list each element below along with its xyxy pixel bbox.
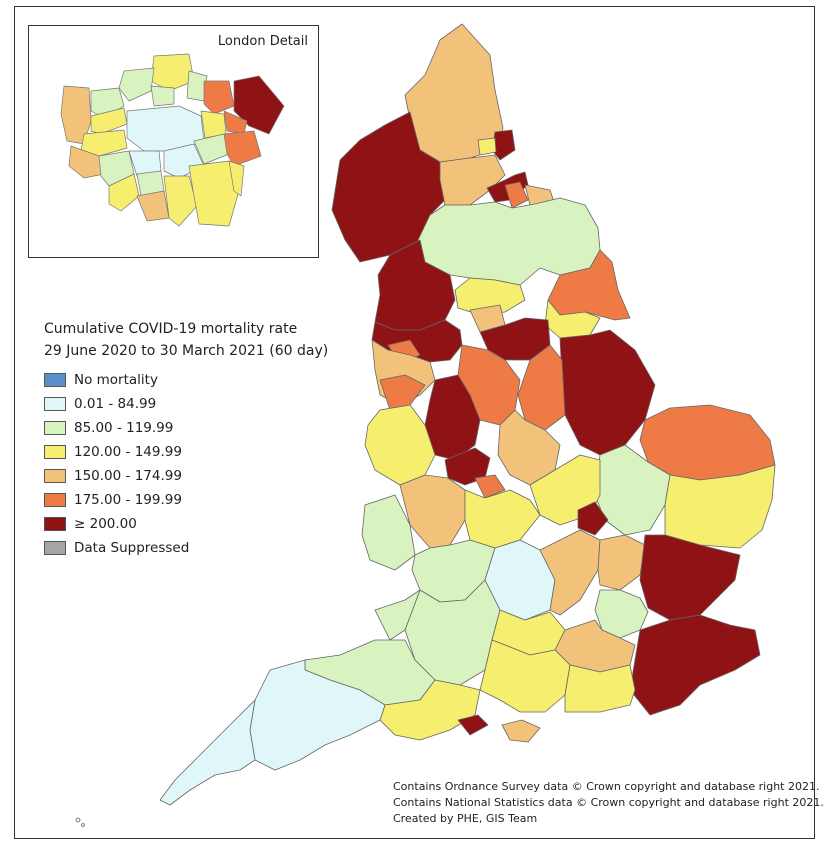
- region-bucks: [539, 529, 601, 616]
- region-bournemouth: [457, 714, 489, 736]
- legend-swatch: [44, 493, 66, 507]
- region-cheshire-east: [379, 374, 426, 411]
- legend-item-0-85: 0.01 - 84.99: [44, 392, 328, 416]
- legend-items: No mortality 0.01 - 84.99 85.00 - 119.99…: [44, 368, 328, 560]
- region-cambridgeshire: [594, 444, 671, 536]
- legend-title-line1: Cumulative COVID-19 mortality rate: [44, 321, 298, 337]
- legend-swatch: [44, 373, 66, 387]
- region-scilly: [75, 817, 81, 823]
- region-bedford: [577, 501, 609, 536]
- region-scilly-2: [81, 823, 85, 827]
- legend-label: 120.00 - 149.99: [74, 444, 182, 460]
- borough-havering: [233, 75, 285, 135]
- region-norfolk: [639, 404, 776, 481]
- legend-item-85-120: 85.00 - 119.99: [44, 416, 328, 440]
- borough-enfield: [150, 53, 195, 92]
- legend-item-175-200: 175.00 - 199.99: [44, 488, 328, 512]
- region-nottinghamshire: [517, 344, 566, 431]
- credit-line-1: Contains Ordnance Survey data © Crown co…: [393, 780, 820, 793]
- legend-swatch: [44, 421, 66, 435]
- region-cornwall: [159, 699, 256, 806]
- legend-label: 175.00 - 199.99: [74, 492, 182, 508]
- region-sussex: [564, 664, 636, 713]
- borough-newham: [200, 110, 227, 139]
- legend-item-200-plus: ≥ 200.00: [44, 512, 328, 536]
- legend-swatch: [44, 445, 66, 459]
- region-herts: [597, 534, 646, 591]
- borough-bexley: [223, 130, 262, 167]
- legend-label: ≥ 200.00: [74, 516, 137, 532]
- borough-haringey: [150, 85, 175, 107]
- credit-line-2: Contains National Statistics data © Crow…: [393, 796, 823, 809]
- region-kent: [629, 614, 761, 716]
- legend-label: No mortality: [74, 372, 158, 388]
- region-leicestershire: [497, 409, 561, 486]
- region-bristol: [374, 589, 421, 641]
- borough-sutton: [136, 190, 170, 222]
- legend-label: 0.01 - 84.99: [74, 396, 157, 412]
- region-west-yorkshire: [454, 277, 526, 316]
- london-inset-map: [60, 53, 285, 227]
- borough-bromley-se: [228, 160, 245, 197]
- region-dorset: [379, 679, 481, 741]
- map-credits: Contains Ordnance Survey data © Crown co…: [393, 779, 823, 827]
- borough-brent: [90, 107, 128, 135]
- region-teesside-east: [504, 181, 529, 209]
- region-isle-of-wight: [501, 719, 541, 743]
- legend-title-line2: 29 June 2020 to 30 March 2021 (60 day): [44, 343, 329, 359]
- legend-label: Data Suppressed: [74, 540, 190, 556]
- borough-redbridge: [203, 80, 235, 115]
- inset-title: London Detail: [217, 34, 308, 49]
- legend-item-120-150: 120.00 - 149.99: [44, 440, 328, 464]
- region-tyne-small: [477, 137, 497, 156]
- borough-barnet: [118, 67, 155, 102]
- region-essex: [639, 534, 741, 621]
- legend-label: 85.00 - 119.99: [74, 420, 174, 436]
- legend-item-no-mortality: No mortality: [44, 368, 328, 392]
- region-shropshire: [364, 404, 436, 486]
- region-warwickshire: [464, 489, 541, 549]
- legend-swatch: [44, 397, 66, 411]
- legend-item-150-175: 150.00 - 174.99: [44, 464, 328, 488]
- london-inset: London Detail: [28, 25, 319, 258]
- legend-swatch: [44, 469, 66, 483]
- borough-croydon: [163, 175, 198, 227]
- region-suffolk: [664, 464, 776, 549]
- region-herefordshire: [361, 494, 416, 571]
- map-frame: [14, 6, 815, 839]
- legend-label: 150.00 - 174.99: [74, 468, 182, 484]
- region-west-midlands-e: [474, 474, 506, 499]
- legend-swatch: [44, 541, 66, 555]
- borough-ealing: [80, 129, 128, 157]
- legend-swatch: [44, 517, 66, 531]
- borough-hounslow: [68, 145, 105, 179]
- borough-kingston: [108, 173, 140, 212]
- credit-line-3: Created by PHE, GIS Team: [393, 812, 538, 825]
- map-legend: Cumulative COVID-19 mortality rate 29 Ju…: [44, 318, 328, 560]
- legend-item-suppressed: Data Suppressed: [44, 536, 328, 560]
